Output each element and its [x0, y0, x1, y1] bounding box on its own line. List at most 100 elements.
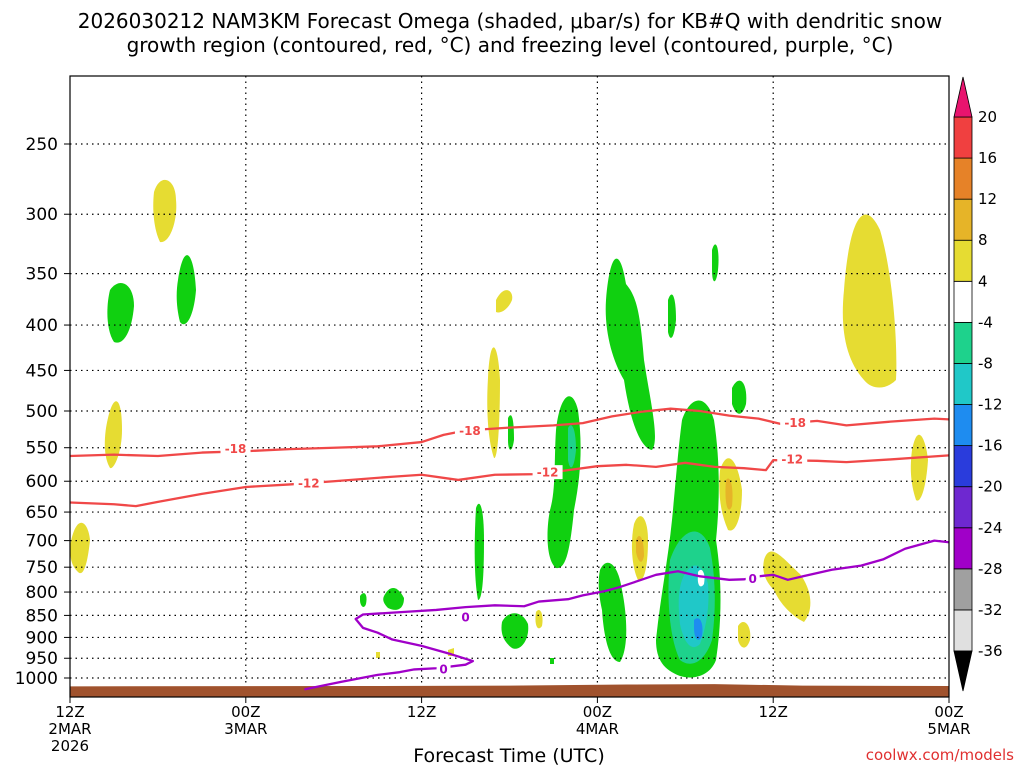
omega-region-green — [176, 255, 196, 325]
omega-region-yellow — [376, 652, 380, 658]
omega-region-green — [360, 593, 367, 607]
colorbar-label: -32 — [978, 601, 1003, 619]
omega-region-green — [501, 613, 529, 649]
colorbar-label: 8 — [978, 231, 988, 249]
contour-label: -18 — [225, 442, 247, 456]
freezing-level-contour — [304, 539, 949, 691]
omega-region-yellow — [104, 401, 122, 469]
colorbar-label: -20 — [978, 478, 1003, 496]
contour-label: -12 — [781, 452, 803, 466]
omega-region-orange — [725, 478, 733, 510]
y-tick-label: 550 — [26, 439, 58, 459]
omega-region-teal — [568, 425, 576, 468]
omega-region-orange — [636, 535, 644, 562]
colorbar-segment — [953, 609, 973, 652]
colorbar: -36 -32 -28 -24 -20 -16 -12 -8 -4 4 8 12 16 20 — [953, 76, 1003, 692]
colorbar-label: -24 — [978, 519, 1003, 537]
omega-region-green — [668, 294, 676, 338]
omega-region-green — [605, 258, 655, 450]
colorbar-label: 20 — [978, 108, 997, 126]
omega-region-green — [107, 283, 134, 343]
x-tick-label: 3MAR — [224, 720, 267, 738]
omega-region-blue — [694, 618, 703, 640]
y-tick-label: 500 — [26, 402, 58, 422]
contour-label: 0 — [749, 572, 757, 586]
chart-title-line1: 2026030212 NAM3KM Forecast Omega (shaded… — [78, 9, 943, 33]
x-tick-label: 12Z — [55, 703, 84, 721]
colorbar-segment — [953, 239, 973, 282]
colorbar-top-arrow — [953, 76, 973, 118]
y-tick-label: 650 — [26, 503, 58, 523]
colorbar-segment — [953, 568, 973, 611]
x-tick-label: 00Z — [231, 703, 260, 721]
colorbar-segment — [953, 527, 973, 570]
omega-region-yellow — [153, 179, 177, 243]
y-tick-label: 800 — [26, 583, 58, 603]
colorbar-segment — [953, 321, 973, 364]
contour-label: -18 — [784, 416, 806, 430]
terrain-profile — [70, 684, 949, 697]
colorbar-label: 16 — [978, 149, 997, 167]
colorbar-label: -8 — [978, 354, 993, 372]
y-tick-label: 750 — [26, 558, 58, 578]
colorbar-segment — [953, 116, 973, 159]
omega-region-yellow — [487, 347, 500, 459]
minus-18-contour — [70, 407, 949, 458]
contour-label: -12 — [298, 477, 320, 491]
x-tick-label: 4MAR — [576, 720, 619, 738]
colorbar-segment — [953, 486, 973, 529]
y-tick-label: 450 — [26, 361, 58, 381]
contour-label-bg — [436, 662, 451, 677]
plot-frame — [69, 75, 950, 698]
contour-label-bg — [454, 423, 485, 438]
omega-region-green — [508, 415, 514, 450]
omega-region-green — [550, 658, 554, 664]
y-tick-label: 950 — [26, 649, 58, 669]
x-axis-title: Forecast Time (UTC) — [413, 745, 604, 767]
omega-region-yellow — [496, 290, 513, 313]
contours: -18 -18 -18 -12 -12 -12 0 0 0 — [70, 407, 949, 691]
contour-label-bg — [777, 451, 808, 466]
omega-region-green — [474, 503, 484, 600]
x-tick-label: 2MAR — [48, 720, 91, 738]
colorbar-segment — [953, 198, 973, 241]
colorbar-label: 4 — [978, 272, 988, 290]
contour-label-bg — [293, 476, 324, 491]
y-tick-label: 900 — [26, 628, 58, 648]
colorbar-segment — [953, 404, 973, 447]
contour-label: -18 — [459, 424, 481, 438]
contour-label-bg — [458, 609, 473, 624]
contour-label-bg — [220, 441, 251, 456]
omega-region-green — [712, 244, 719, 282]
colorbar-bottom-arrow — [953, 650, 973, 692]
y-tick-label: 700 — [26, 532, 58, 552]
contour-label: 0 — [461, 610, 469, 624]
omega-region-yellow — [910, 434, 928, 501]
y-tick-label: 600 — [26, 472, 58, 492]
y-tick-label: 1000 — [15, 669, 58, 689]
y-tick-label: 850 — [26, 606, 58, 626]
omega-region-yellow — [842, 214, 897, 388]
colorbar-label: -4 — [978, 313, 993, 331]
colorbar-label: -16 — [978, 437, 1003, 455]
contour-label: -12 — [537, 466, 559, 480]
x-tick-label: 5MAR — [927, 720, 970, 738]
omega-region-yellow — [70, 522, 90, 574]
x-tick-label: 00Z — [583, 703, 612, 721]
contour-label-bg — [780, 415, 811, 430]
colorbar-segment — [953, 157, 973, 200]
y-tick-label: 350 — [26, 265, 58, 285]
omega-region-white-gap — [697, 569, 705, 587]
plot-area — [70, 76, 949, 697]
y-tick-label: 400 — [26, 316, 58, 336]
colorbar-segment — [953, 445, 973, 488]
x-tick-label: 00Z — [934, 703, 963, 721]
colorbar-label: 12 — [978, 190, 997, 208]
colorbar-label: -28 — [978, 560, 1003, 578]
credit-text: coolwx.com/models — [866, 746, 1014, 764]
y-tick-label: 300 — [26, 205, 58, 225]
colorbar-segment — [953, 363, 973, 405]
colorbar-label: -12 — [978, 396, 1003, 414]
y-tick-label: 250 — [26, 135, 58, 155]
